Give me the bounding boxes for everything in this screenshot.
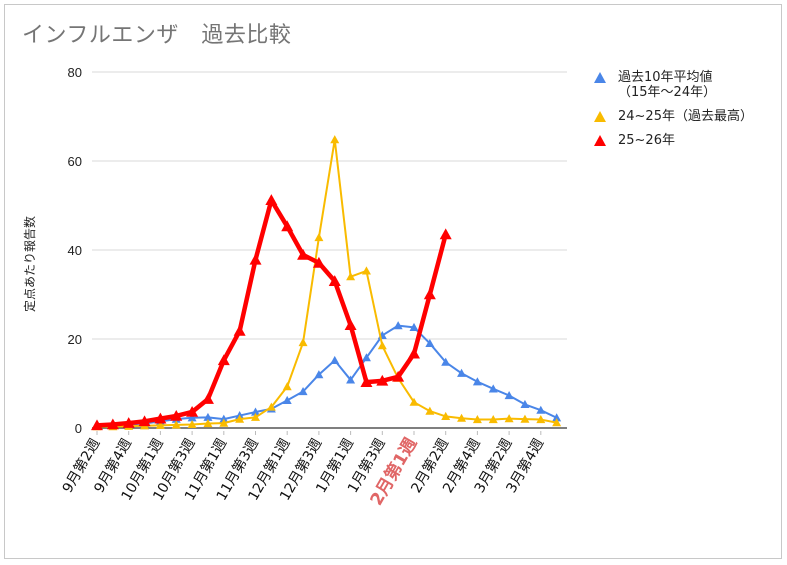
data-point-triangle-icon [330,355,340,364]
data-point-triangle-icon [441,357,451,366]
data-point-triangle-icon [219,418,229,427]
data-point-triangle-icon [472,415,482,424]
data-point-triangle-icon [328,275,341,286]
data-point-triangle-icon [314,370,324,379]
data-point-triangle-icon [330,135,340,144]
chart-title: インフルエンザ 過去比較 [22,23,292,48]
y-tick-label: 80 [68,65,82,80]
data-point-triangle-icon [425,406,435,415]
data-point-triangle-icon [457,368,467,377]
data-point-triangle-icon [425,338,435,348]
data-point-triangle-icon [361,266,371,275]
data-point-triangle-icon [392,370,405,382]
data-point-triangle-icon [217,354,230,366]
chart-frame [4,4,782,559]
data-point-triangle-icon [203,419,213,428]
data-point-triangle-icon [282,382,292,391]
series-24-25 [92,135,562,431]
data-point-triangle-icon [520,414,530,423]
y-tick-label: 60 [68,154,82,169]
data-point-triangle-icon [361,353,371,362]
data-point-triangle-icon [346,272,356,281]
data-point-triangle-icon [409,322,419,332]
data-point-triangle-icon [376,374,389,386]
legend-label: 過去10年平均値 （15年〜24年） [618,70,717,100]
legend-label: 24~25年（過去最高） [618,109,753,124]
data-point-triangle-icon [472,377,482,386]
data-point-triangle-icon [265,194,278,205]
data-point-triangle-icon [314,233,324,242]
data-point-triangle-icon [504,414,514,423]
data-point-triangle-icon [298,338,308,347]
y-tick-label: 0 [75,421,82,436]
legend-label: 25~26年 [618,133,675,148]
data-point-triangle-icon [233,324,246,336]
data-point-triangle-icon [186,405,199,417]
data-point-triangle-icon [408,347,420,359]
data-point-triangle-icon [552,418,562,427]
data-point-triangle-icon [297,248,310,260]
data-point-triangle-icon [504,391,514,400]
legend-item: 24~25年（過去最高） [594,109,753,124]
data-point-triangle-icon [122,417,135,428]
data-point-triangle-icon [203,412,213,421]
data-point-triangle-icon [488,415,498,424]
data-point-triangle-icon [282,395,292,405]
triangle-marker-icon [594,111,606,122]
data-point-triangle-icon [536,415,546,424]
data-point-triangle-icon [171,420,181,429]
data-point-triangle-icon [251,412,260,421]
data-point-triangle-icon [441,411,451,421]
data-point-triangle-icon [201,393,214,404]
series-25-26 [91,194,452,431]
data-point-triangle-icon [360,376,373,387]
data-point-triangle-icon [488,384,498,393]
data-point-triangle-icon [170,409,183,421]
data-point-triangle-icon [155,420,165,429]
data-point-triangle-icon [154,412,167,424]
data-point-triangle-icon [298,387,308,396]
legend-item: 25~26年 [594,133,753,148]
data-point-triangle-icon [346,375,356,384]
data-point-triangle-icon [281,220,294,232]
data-point-triangle-icon [266,402,276,411]
data-point-triangle-icon [393,321,403,330]
data-point-triangle-icon [251,407,260,416]
data-point-triangle-icon [520,399,530,409]
data-point-triangle-icon [249,253,262,265]
data-point-triangle-icon [552,413,562,422]
data-point-triangle-icon [312,256,325,268]
data-point-triangle-icon [106,418,119,430]
triangle-marker-icon [594,135,606,146]
data-point-triangle-icon [423,288,436,300]
y-tick-label: 20 [68,332,82,347]
data-point-triangle-icon [377,341,387,350]
data-point-triangle-icon [91,419,103,431]
series-avg10y [92,321,562,430]
data-point-triangle-icon [439,228,452,240]
data-point-triangle-icon [409,397,419,406]
data-point-triangle-icon [138,415,151,427]
data-point-triangle-icon [235,414,245,423]
data-point-triangle-icon [457,413,467,422]
legend-item: 過去10年平均値 （15年〜24年） [594,70,753,100]
data-point-triangle-icon [187,419,197,429]
data-point-triangle-icon [344,319,357,331]
chart-legend: 過去10年平均値 （15年〜24年） 24~25年（過去最高） 25~26年 [594,70,753,157]
data-point-triangle-icon [187,413,197,422]
triangle-marker-icon [594,72,606,83]
y-tick-label: 40 [68,243,82,258]
data-point-triangle-icon [536,405,546,414]
